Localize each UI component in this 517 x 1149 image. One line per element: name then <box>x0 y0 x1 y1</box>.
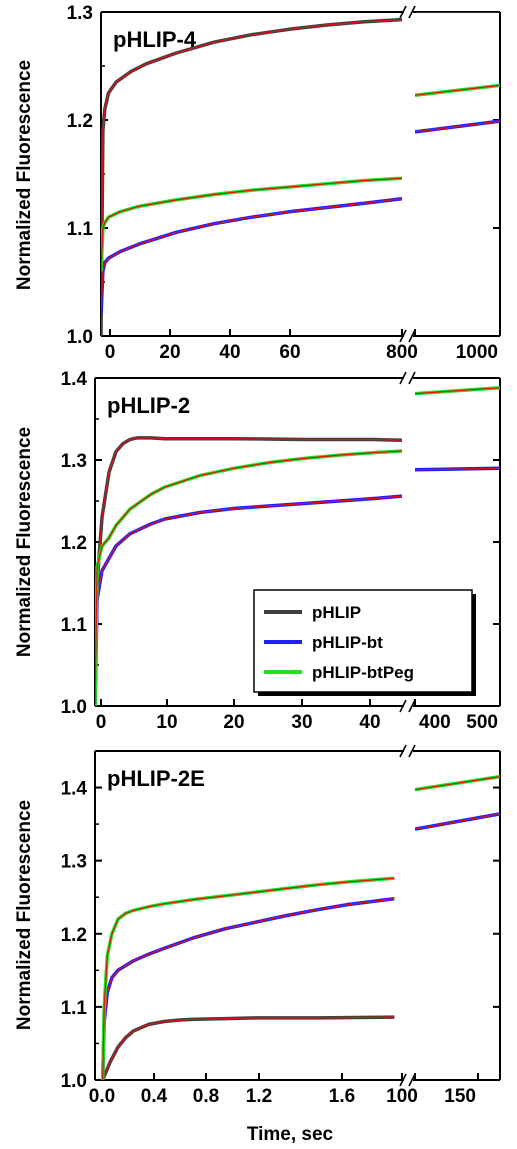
fit-line-left <box>102 898 395 1080</box>
chart-panel-2: 1.0 1.1 1.2 1.3 1.4 0 10 20 30 40 400 500 Normalized… <box>14 369 501 733</box>
x-tick-label: 1.2 <box>246 1086 272 1107</box>
x-tick-label: 100 <box>386 1086 418 1107</box>
x-tick-label: 40 <box>359 712 380 733</box>
fit-line-right <box>415 120 500 133</box>
axis-break-mark <box>399 744 407 758</box>
x-tick-label: 0.8 <box>193 1086 219 1107</box>
y-axis-label: Normalized Fluorescence <box>14 60 35 290</box>
x-tick-label: 1000 <box>456 342 498 363</box>
fit-line-left <box>95 437 402 706</box>
y-tick-label: 1.3 <box>61 451 87 472</box>
y-tick-label: 1.0 <box>67 327 93 348</box>
y-tick-label: 1.3 <box>67 3 93 24</box>
y-tick-label: 1.0 <box>61 697 87 718</box>
series-3 <box>100 774 500 1080</box>
x-tick-label: 0.0 <box>89 1086 115 1107</box>
fit-line-left <box>101 177 402 272</box>
y-tick-label: 1.1 <box>67 219 94 240</box>
panel-title: pHLIP-4 <box>113 27 197 52</box>
fit-line-right <box>415 84 500 96</box>
series-line-left <box>100 876 395 1080</box>
x-tick-label: 20 <box>223 712 244 733</box>
x-tick-label: 60 <box>279 342 300 363</box>
x-tick-label: 500 <box>466 712 498 733</box>
series-2 <box>95 466 500 706</box>
series-line-left <box>101 176 402 272</box>
panel-title: pHLIP-2E <box>107 766 205 791</box>
fit-line-left <box>101 198 402 315</box>
fit-line-right <box>415 387 500 395</box>
fit-line-left <box>102 1016 395 1080</box>
series-3 <box>101 83 500 272</box>
chart-panel-3: 1.0 1.1 1.2 1.3 1.4 0.0 0.4 0.8 1.2 1.6 100 150 Norm… <box>14 744 501 1145</box>
x-tick-label: 800 <box>386 342 418 363</box>
axis-break-mark <box>399 371 407 385</box>
x-axis-label: Time, sec <box>247 1124 334 1145</box>
axis-break-mark <box>408 5 416 19</box>
x-tick-label: 0.4 <box>141 1086 168 1107</box>
fit-line-left <box>102 877 395 1080</box>
x-tick-label: 20 <box>159 342 180 363</box>
axis-break-mark <box>408 371 416 385</box>
fit-line-left <box>101 19 402 336</box>
y-tick-label: 1.1 <box>61 615 88 636</box>
series-2 <box>101 119 500 315</box>
y-tick-label: 1.4 <box>61 369 88 390</box>
y-tick-label: 1.3 <box>61 852 87 873</box>
y-tick-label: 1.4 <box>61 779 88 800</box>
legend-label: pHLIP-btPeg <box>312 663 414 682</box>
fit-line-right <box>415 813 500 830</box>
panel-title: pHLIP-2 <box>107 393 190 418</box>
series-line-left <box>101 17 402 336</box>
series-line-left <box>100 896 395 1080</box>
series-2 <box>100 812 500 1080</box>
legend-label: pHLIP-bt <box>312 633 383 652</box>
series-1 <box>101 12 500 336</box>
series-1 <box>95 436 402 706</box>
chart-panel-1: 1.0 1.1 1.2 1.3 0 20 40 60 800 1000 Normalized Flu… <box>14 3 501 363</box>
y-tick-label: 1.2 <box>61 533 87 554</box>
y-axis-label: Normalized Fluorescence <box>14 427 35 657</box>
y-axis-label: Normalized Fluorescence <box>14 800 35 1030</box>
legend-label: pHLIP <box>312 603 361 622</box>
fit-line-left <box>95 495 402 706</box>
series-3 <box>95 386 500 706</box>
y-tick-label: 1.2 <box>67 111 93 132</box>
y-tick-label: 1.2 <box>61 925 87 946</box>
fit-line-right <box>415 467 500 471</box>
x-tick-label: 30 <box>291 712 312 733</box>
x-tick-label: 0 <box>105 342 116 363</box>
series-line-left <box>101 1015 395 1080</box>
series-1 <box>101 1015 395 1080</box>
axis-break-mark <box>408 744 416 758</box>
x-tick-label: 0 <box>96 712 107 733</box>
fit-line-right <box>415 776 500 791</box>
series-line-left <box>101 197 402 315</box>
x-tick-label: 400 <box>419 712 451 733</box>
fit-line-left <box>95 450 402 706</box>
y-tick-label: 1.0 <box>61 1071 87 1092</box>
x-tick-label: 1.6 <box>329 1086 355 1107</box>
axis-break-mark <box>399 699 407 713</box>
x-tick-label: 150 <box>444 1086 476 1107</box>
x-tick-label: 40 <box>219 342 240 363</box>
x-tick-label: 10 <box>156 712 177 733</box>
axis-break-mark <box>399 5 407 19</box>
y-tick-label: 1.1 <box>61 998 88 1019</box>
